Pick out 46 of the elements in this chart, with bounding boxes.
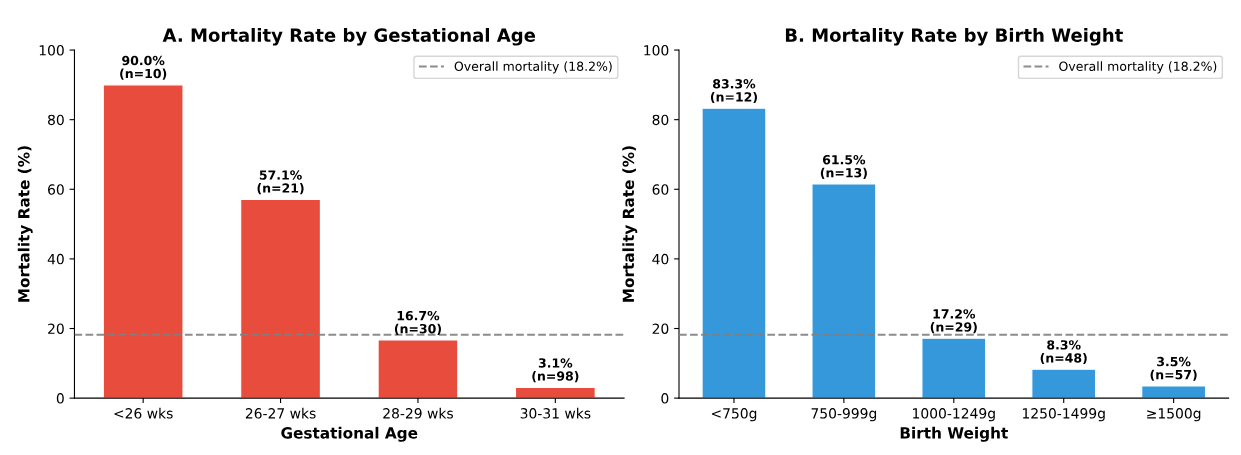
x-tick-label: 1250-1499g xyxy=(1022,408,1105,422)
y-tick-label: 100 xyxy=(644,45,669,56)
data-label: 61.5% (n=13) xyxy=(820,154,867,179)
bar xyxy=(240,198,321,399)
bar xyxy=(1141,385,1207,399)
x-tick-label: 28-29 wks xyxy=(383,407,453,419)
data-label: 8.3% (n=48) xyxy=(1040,340,1087,365)
data-label: 90.0% (n=10) xyxy=(120,55,167,80)
x-tick-label: <750g xyxy=(711,408,757,422)
y-tick-label: 60 xyxy=(48,184,64,195)
y-tick-label: 0 xyxy=(56,393,64,404)
bar xyxy=(921,337,987,399)
data-label: 57.1% (n=21) xyxy=(257,170,304,195)
chart-title: B. Mortality Rate by Birth Weight xyxy=(785,28,1123,46)
data-label: 17.2% (n=29) xyxy=(930,309,977,334)
y-tick-label: 60 xyxy=(652,184,669,195)
y-tick-label: 20 xyxy=(48,323,64,334)
x-tick-label: 26-27 wks xyxy=(245,407,316,419)
data-label: 3.1% (n=98) xyxy=(532,358,579,383)
x-tick-label: <26 wks xyxy=(114,407,173,419)
y-axis-title: Mortality Rate (%) xyxy=(17,146,33,302)
y-tick-label: 20 xyxy=(652,323,669,334)
chart-title: A. Mortality Rate by Gestational Age xyxy=(162,28,536,46)
x-tick-label: ≥1500g xyxy=(1147,408,1201,422)
y-tick-label: 40 xyxy=(652,253,669,265)
y-tick-label: 40 xyxy=(47,253,64,265)
y-tick-label: 80 xyxy=(652,114,669,126)
y-axis-title: Mortality Rate (%) xyxy=(622,146,638,302)
legend-label: Overall mortality (18.2%) xyxy=(1059,61,1217,74)
x-tick-label: 1000-1249g xyxy=(913,408,995,422)
x-axis-title: Birth Weight xyxy=(900,426,1008,442)
bar xyxy=(1031,368,1097,399)
bar xyxy=(102,84,184,399)
data-label: 3.5% (n=57) xyxy=(1150,356,1197,381)
bar xyxy=(377,339,459,399)
legend-label: Overall mortality (18.2%) xyxy=(454,61,612,74)
y-tick-label: 100 xyxy=(39,45,64,56)
x-tick-label: 750-999g xyxy=(811,408,877,422)
data-label: 83.3% (n=12) xyxy=(710,79,757,104)
x-axis-title: Gestational Age xyxy=(281,426,418,442)
bar xyxy=(811,183,877,399)
y-tick-label: 80 xyxy=(48,114,64,126)
bar xyxy=(701,107,767,399)
data-label: 16.7% (n=30) xyxy=(394,310,441,335)
y-tick-label: 0 xyxy=(661,393,669,404)
x-tick-label: 30-31 wks xyxy=(520,407,591,419)
